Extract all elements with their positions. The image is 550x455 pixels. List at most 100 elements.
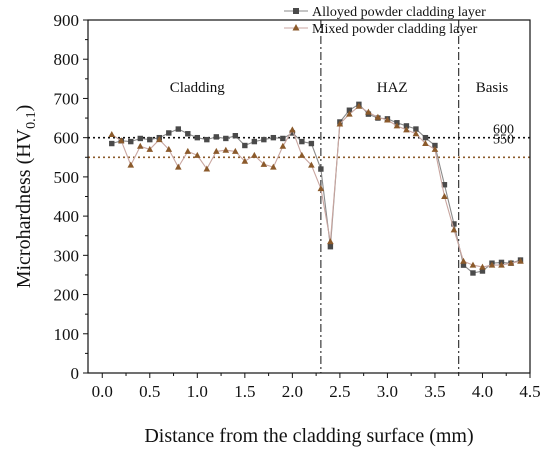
data-point-mixed — [213, 147, 220, 154]
y-axis-title-main: Microhardness (HV — [13, 128, 35, 288]
data-point-mixed — [507, 259, 515, 266]
region-label-basis: Basis — [476, 80, 509, 96]
data-point-mixed — [317, 185, 325, 192]
data-point-mixed — [346, 110, 353, 117]
data-point-alloyed — [147, 136, 153, 143]
data-point-mixed — [260, 160, 268, 167]
data-point-mixed — [136, 142, 144, 149]
y-tick-label-200: 200 — [54, 286, 80, 305]
x-tick-label-4.5: 4.5 — [519, 382, 540, 401]
data-point-mixed — [146, 145, 154, 152]
series-layer — [108, 101, 524, 276]
data-point-mixed — [488, 261, 496, 268]
data-point-mixed — [469, 261, 477, 268]
data-point-mixed — [498, 261, 505, 268]
data-point-mixed — [251, 151, 258, 158]
data-point-alloyed — [327, 244, 334, 250]
y-axis-title-close: ) — [13, 105, 35, 112]
series-line-2 — [111, 105, 521, 268]
data-point-mixed — [327, 238, 334, 245]
y-tick-label-100: 100 — [54, 325, 80, 344]
legend-marker-mixed — [292, 24, 300, 31]
y-axis-title: Microhardness (HV0.1) — [13, 105, 39, 289]
legend-marker-alloyed — [293, 8, 299, 14]
x-tick-label-4.0: 4.0 — [472, 382, 493, 401]
data-point-mixed — [412, 130, 420, 137]
x-tick-label-1.5: 1.5 — [234, 382, 255, 401]
data-point-alloyed — [479, 268, 486, 274]
legend-item-mixed: Mixed powder cladding layer — [284, 22, 478, 37]
reference-label-600: 600 — [493, 123, 514, 138]
plot-frame — [87, 19, 531, 374]
data-point-mixed — [393, 122, 401, 129]
data-point-mixed — [431, 145, 439, 152]
data-point-mixed — [155, 136, 163, 143]
data-point-alloyed — [432, 142, 438, 149]
data-point-alloyed — [346, 107, 353, 113]
data-point-mixed — [175, 163, 182, 170]
data-point-alloyed — [470, 270, 476, 276]
data-point-mixed — [336, 120, 344, 127]
reference-lines-layer — [88, 20, 530, 373]
x-tick-label-0.5: 0.5 — [139, 382, 160, 401]
data-point-alloyed — [175, 126, 182, 132]
data-point-mixed — [127, 161, 135, 168]
legend-label-mixed: Mixed powder cladding layer — [312, 22, 478, 37]
data-point-mixed — [270, 163, 277, 170]
y-tick-label-700: 700 — [54, 89, 80, 108]
data-point-mixed — [450, 226, 458, 233]
data-point-alloyed — [109, 140, 115, 147]
data-point-alloyed — [128, 138, 134, 145]
y-axis-title-subscript: 0.1 — [24, 111, 39, 129]
data-point-mixed — [279, 142, 287, 149]
data-point-mixed — [308, 161, 315, 168]
data-point-mixed — [517, 257, 524, 264]
legend-item-alloyed: Alloyed powder cladding layer — [284, 5, 486, 20]
data-point-mixed — [460, 257, 467, 264]
y-tick-label-500: 500 — [54, 168, 80, 187]
data-point-alloyed — [318, 166, 324, 172]
y-tick-label-800: 800 — [54, 50, 80, 69]
reference-label-550: 550 — [493, 132, 514, 147]
x-tick-label-3.5: 3.5 — [424, 382, 445, 401]
data-point-alloyed — [403, 123, 410, 129]
x-tick-label-2.5: 2.5 — [329, 382, 350, 401]
data-point-alloyed — [413, 126, 419, 132]
data-point-alloyed — [270, 134, 277, 141]
data-point-alloyed — [422, 134, 429, 141]
region-label-cladding: Cladding — [170, 80, 225, 96]
data-point-mixed — [117, 137, 125, 144]
data-point-alloyed — [308, 140, 315, 147]
data-point-mixed — [374, 113, 382, 120]
y-tick-label-400: 400 — [54, 207, 80, 226]
y-tick-label-0: 0 — [71, 364, 80, 383]
x-tick-label-1.0: 1.0 — [187, 382, 208, 401]
data-point-alloyed — [213, 134, 220, 140]
data-point-mixed — [298, 151, 306, 158]
data-point-mixed — [422, 140, 429, 147]
data-point-mixed — [289, 126, 296, 133]
data-point-mixed — [184, 147, 192, 154]
y-tick-label-300: 300 — [54, 246, 80, 265]
data-point-mixed — [165, 145, 173, 152]
data-point-alloyed — [204, 136, 210, 143]
data-point-mixed — [479, 263, 486, 270]
data-point-mixed — [203, 165, 211, 172]
data-point-mixed — [222, 146, 230, 153]
data-point-mixed — [355, 102, 363, 109]
data-point-alloyed — [242, 142, 248, 149]
legend-label-alloyed: Alloyed powder cladding layer — [312, 5, 486, 20]
data-point-alloyed — [251, 138, 258, 145]
legend: Alloyed powder cladding layer Mixed powd… — [284, 5, 486, 37]
data-point-alloyed — [194, 134, 201, 141]
data-point-alloyed — [280, 135, 286, 142]
data-point-alloyed — [299, 138, 305, 145]
axis-layer: 0.0 0.5 1.0 1.5 2.0 2.5 3.0 3.5 4.0 4.5 0 100 200 300… — [54, 11, 541, 401]
data-point-alloyed — [185, 131, 191, 137]
data-point-mixed — [384, 116, 391, 123]
data-point-mixed — [232, 147, 239, 154]
data-point-alloyed — [460, 262, 467, 268]
x-tick-label-2.0: 2.0 — [282, 382, 303, 401]
